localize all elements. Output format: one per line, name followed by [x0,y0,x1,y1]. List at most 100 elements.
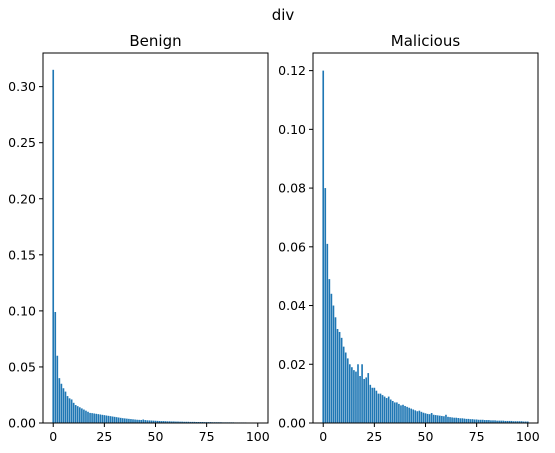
benign-bar-70 [195,421,198,423]
malicious-bar-72 [469,419,472,423]
malicious-bar-8 [338,331,341,423]
malicious-bar-61 [447,416,449,423]
malicious-ytick-label: 0.02 [278,357,306,372]
malicious-bar-60 [445,414,447,423]
benign-bar-32 [117,417,120,423]
malicious-bar-31 [385,398,388,423]
malicious-bar-87 [500,420,502,423]
malicious-bar-77 [479,419,482,423]
malicious-bar-11 [344,352,347,423]
benign-bar-30 [113,416,116,423]
malicious-bar-50 [424,413,427,423]
malicious-xtick-label: 0 [319,429,327,444]
malicious-bar-51 [426,413,429,423]
benign-bar-19 [91,413,93,423]
benign-bar-35 [124,418,126,423]
benign-bar-36 [126,418,128,423]
malicious-bar-58 [441,415,443,423]
benign-bar-48 [150,420,153,423]
malicious-bar-89 [504,420,507,423]
malicious-bar-9 [340,337,343,423]
malicious-bar-56 [436,415,439,423]
malicious-bar-19 [361,364,363,423]
benign-bar-55 [164,421,167,423]
malicious-bar-73 [471,419,474,423]
malicious-bar-83 [492,420,494,423]
benign-bar-58 [171,421,173,423]
benign-bar-50 [154,420,157,423]
malicious-subplot: Malicious 0.00 0.02 0.04 0.06 0.08 0.10 0.12 0… [278,32,540,444]
benign-bar-13 [79,407,81,423]
malicious-bar-85 [496,420,498,423]
benign-ytick-label: 0.00 [8,416,36,431]
benign-ytick-label: 0.30 [8,79,36,94]
malicious-bar-53 [430,413,433,423]
malicious-bar-49 [422,412,425,423]
benign-bar-71 [197,421,200,423]
malicious-bar-6 [334,317,337,423]
benign-bar-0 [52,69,55,423]
malicious-bar-37 [398,403,400,423]
malicious-bar-3 [328,279,331,423]
malicious-subplot-title: Malicious [391,32,461,50]
benign-bar-60 [175,421,177,423]
malicious-bar-71 [467,418,470,423]
malicious-bar-1 [324,188,327,423]
malicious-bar-48 [420,411,423,423]
benign-bar-65 [185,421,187,423]
malicious-bar-47 [418,410,421,423]
malicious-bar-91 [508,420,511,423]
malicious-bar-55 [434,415,437,423]
malicious-ytick-label: 0.04 [278,298,306,313]
benign-bar-44 [142,419,145,423]
malicious-y-axis: 0.00 0.02 0.04 0.06 0.08 0.10 0.12 [278,63,313,431]
malicious-bar-15 [353,370,355,423]
malicious-bars [322,70,529,424]
malicious-bar-98 [522,421,525,423]
benign-bar-59 [173,421,175,423]
benign-bar-5 [62,388,65,423]
malicious-bar-70 [465,418,468,423]
malicious-bar-33 [389,399,392,423]
benign-bar-9 [70,399,73,423]
benign-bar-24 [101,414,104,423]
malicious-bar-96 [518,421,521,423]
malicious-bar-10 [342,346,345,423]
benign-bar-49 [152,420,155,423]
benign-bar-38 [130,419,132,423]
benign-bar-43 [140,419,142,423]
benign-ytick-label: 0.25 [8,135,36,150]
malicious-bar-25 [373,387,376,423]
benign-xtick-label: 25 [96,429,112,444]
benign-bar-25 [103,415,106,423]
benign-xtick-label: 0 [49,429,57,444]
benign-bar-12 [76,406,79,423]
malicious-bar-43 [410,408,412,423]
malicious-xtick-label: 75 [469,429,485,444]
malicious-bar-21 [365,377,367,423]
benign-bar-21 [95,413,97,423]
malicious-ytick-label: 0.10 [278,122,306,137]
benign-bar-41 [136,419,138,423]
malicious-bar-44 [412,409,415,423]
malicious-bar-29 [381,395,384,423]
benign-bar-26 [105,415,108,423]
malicious-bar-84 [494,420,496,423]
benign-bar-42 [138,419,140,423]
benign-axes-frame [42,52,269,424]
benign-bar-53 [160,421,163,423]
benign-bar-51 [156,420,159,423]
benign-bar-57 [169,421,171,423]
malicious-bar-65 [455,417,457,423]
benign-bar-40 [134,419,136,423]
benign-bar-4 [60,383,63,423]
malicious-bar-39 [402,404,404,423]
malicious-bar-74 [473,419,476,423]
malicious-bar-16 [355,371,357,423]
malicious-ytick-label: 0.08 [278,181,306,196]
malicious-bar-46 [416,411,419,423]
benign-bar-67 [189,421,192,423]
benign-xtick-label: 100 [246,429,270,444]
benign-ytick-label: 0.10 [8,303,36,318]
benign-bar-72 [199,421,202,423]
